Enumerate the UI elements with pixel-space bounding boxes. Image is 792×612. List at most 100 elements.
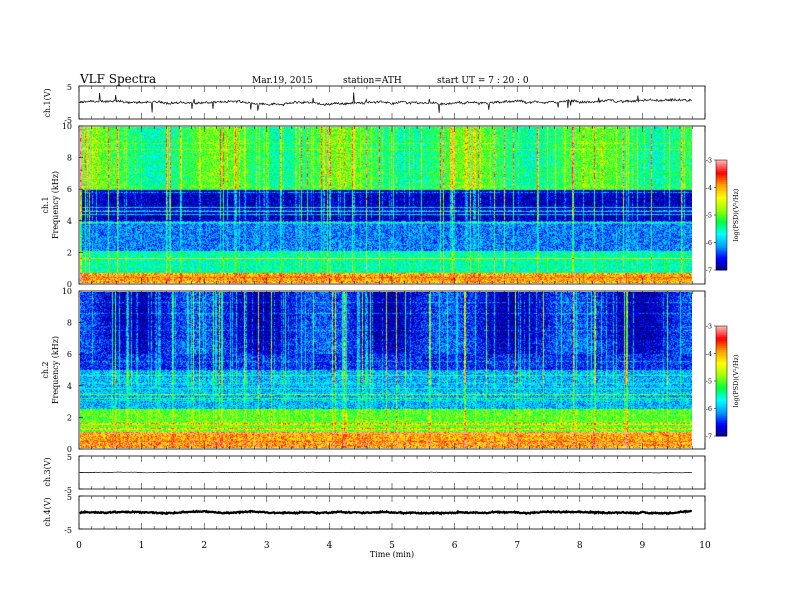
x-tick-label: 3 <box>264 541 270 551</box>
colorbar-swatch <box>716 259 727 262</box>
colorbar-swatch <box>716 226 727 229</box>
x-axis-label: Time (min) <box>370 550 414 559</box>
colorbar-tick-label: -3 <box>706 157 712 165</box>
colorbar-swatch <box>716 410 727 413</box>
colorbar-swatch <box>716 340 727 343</box>
colorbar-swatch <box>716 397 727 400</box>
colorbar-swatch <box>716 193 727 196</box>
colorbar-swatch <box>716 165 727 168</box>
colorbar-swatch <box>716 338 727 342</box>
colorbar-swatch <box>716 211 727 214</box>
colorbar-swatch <box>716 218 727 221</box>
colorbar-swatch <box>716 392 727 395</box>
x-tick-label: 9 <box>640 541 646 551</box>
y-tick-label: 10 <box>62 122 72 131</box>
colorbar-swatch <box>716 401 727 404</box>
colorbar-swatch <box>716 216 727 220</box>
colorbar-swatch <box>716 163 727 166</box>
colorbar-swatch <box>716 174 727 177</box>
colorbar-swatch <box>716 161 727 165</box>
colorbar-swatch <box>716 355 727 358</box>
colorbar-swatch <box>716 381 727 384</box>
y-tick-label: 5 <box>67 83 72 92</box>
colorbar-swatch <box>716 360 727 364</box>
y-tick-label: 10 <box>62 287 72 296</box>
x-tick-label: 1 <box>139 541 145 551</box>
colorbar-swatch <box>716 171 727 174</box>
date-label: Mar.19, 2015 <box>252 76 313 86</box>
y-tick-label: 8 <box>67 154 72 163</box>
x-tick-label: 0 <box>76 541 82 551</box>
y-tick-label: -5 <box>64 526 72 535</box>
colorbar-tick-label: -4 <box>706 184 712 192</box>
colorbar-swatch <box>716 421 727 424</box>
colorbar-swatch <box>716 428 727 431</box>
colorbar-swatch <box>716 359 727 362</box>
x-tick-label: 6 <box>452 541 458 551</box>
colorbar-swatch <box>716 178 727 181</box>
colorbar-swatch <box>716 227 727 231</box>
colorbar-swatch <box>716 229 727 232</box>
colorbar-swatch <box>716 242 727 245</box>
colorbar-swatch <box>716 371 727 375</box>
colorbar-swatch <box>716 395 727 398</box>
y-tick-label: 2 <box>67 413 72 422</box>
colorbar-swatch <box>716 238 727 242</box>
colorbar-swatch <box>716 160 727 163</box>
colorbar-swatch <box>716 262 727 265</box>
ch1-ylabel: ch.1(V) <box>43 88 52 117</box>
colorbar-swatch <box>716 342 727 345</box>
colorbar-swatch <box>716 335 727 338</box>
x-tick-label: 2 <box>201 541 207 551</box>
colorbar-swatch <box>716 224 727 227</box>
colorbar-swatch <box>716 415 727 419</box>
x-tick-label: 8 <box>577 541 583 551</box>
ch3-waveform-trace <box>80 471 692 474</box>
colorbar-swatch <box>716 434 727 437</box>
x-tick-label: 4 <box>327 541 333 551</box>
colorbar-swatch <box>716 187 727 190</box>
y-tick-label: 6 <box>67 350 72 359</box>
colorbar-swatch <box>716 357 727 360</box>
colorbar-swatch <box>716 189 727 192</box>
y-tick-label: 4 <box>67 217 72 226</box>
y-tick-label: 8 <box>67 319 72 328</box>
colorbar-swatch <box>716 349 727 353</box>
colorbar-swatch <box>716 364 727 367</box>
x-tick-label: 7 <box>514 541 520 551</box>
colorbar-swatch <box>716 423 727 426</box>
ch4-waveform-trace <box>79 509 692 516</box>
colorbar-tick-label: -3 <box>706 323 712 331</box>
x-tick-label: 10 <box>699 541 711 551</box>
colorbar-swatch <box>716 231 727 234</box>
colorbar-swatch <box>716 337 727 340</box>
colorbar-swatch <box>716 393 727 397</box>
colorbar-tick-label: -5 <box>706 212 712 220</box>
colorbar-swatch <box>716 426 727 430</box>
colorbar-swatch <box>716 200 727 203</box>
colorbar-swatch <box>716 183 727 187</box>
colorbar-swatch <box>716 329 727 332</box>
ch1-colorbar: -3 -4 -5 -6 -7 log(PSD)(V²/Hz) <box>706 157 740 275</box>
y-tick-label: -5 <box>64 116 72 125</box>
colorbar-swatch <box>716 388 727 391</box>
colorbar-swatch <box>716 198 727 201</box>
colorbar-swatch <box>716 264 727 267</box>
colorbar-swatch <box>716 237 727 240</box>
colorbar-swatch <box>716 417 727 420</box>
ch2-channel-label: ch.2 <box>41 361 50 378</box>
colorbar-swatch <box>716 194 727 198</box>
colorbar-swatch <box>716 240 727 243</box>
colorbar-swatch <box>716 366 727 369</box>
colorbar-label: log(PSD)(V²/Hz) <box>732 188 740 241</box>
y-tick-label: 6 <box>67 185 72 194</box>
y-tick-label: 2 <box>67 248 72 257</box>
colorbar-swatch <box>716 182 727 185</box>
colorbar-swatch <box>716 185 727 188</box>
colorbar-swatch <box>716 204 727 207</box>
colorbar-swatch <box>716 251 727 254</box>
colorbar-swatch <box>716 382 727 386</box>
colorbar-swatch <box>716 404 727 408</box>
figure-title: VLF Spectra <box>79 72 156 86</box>
